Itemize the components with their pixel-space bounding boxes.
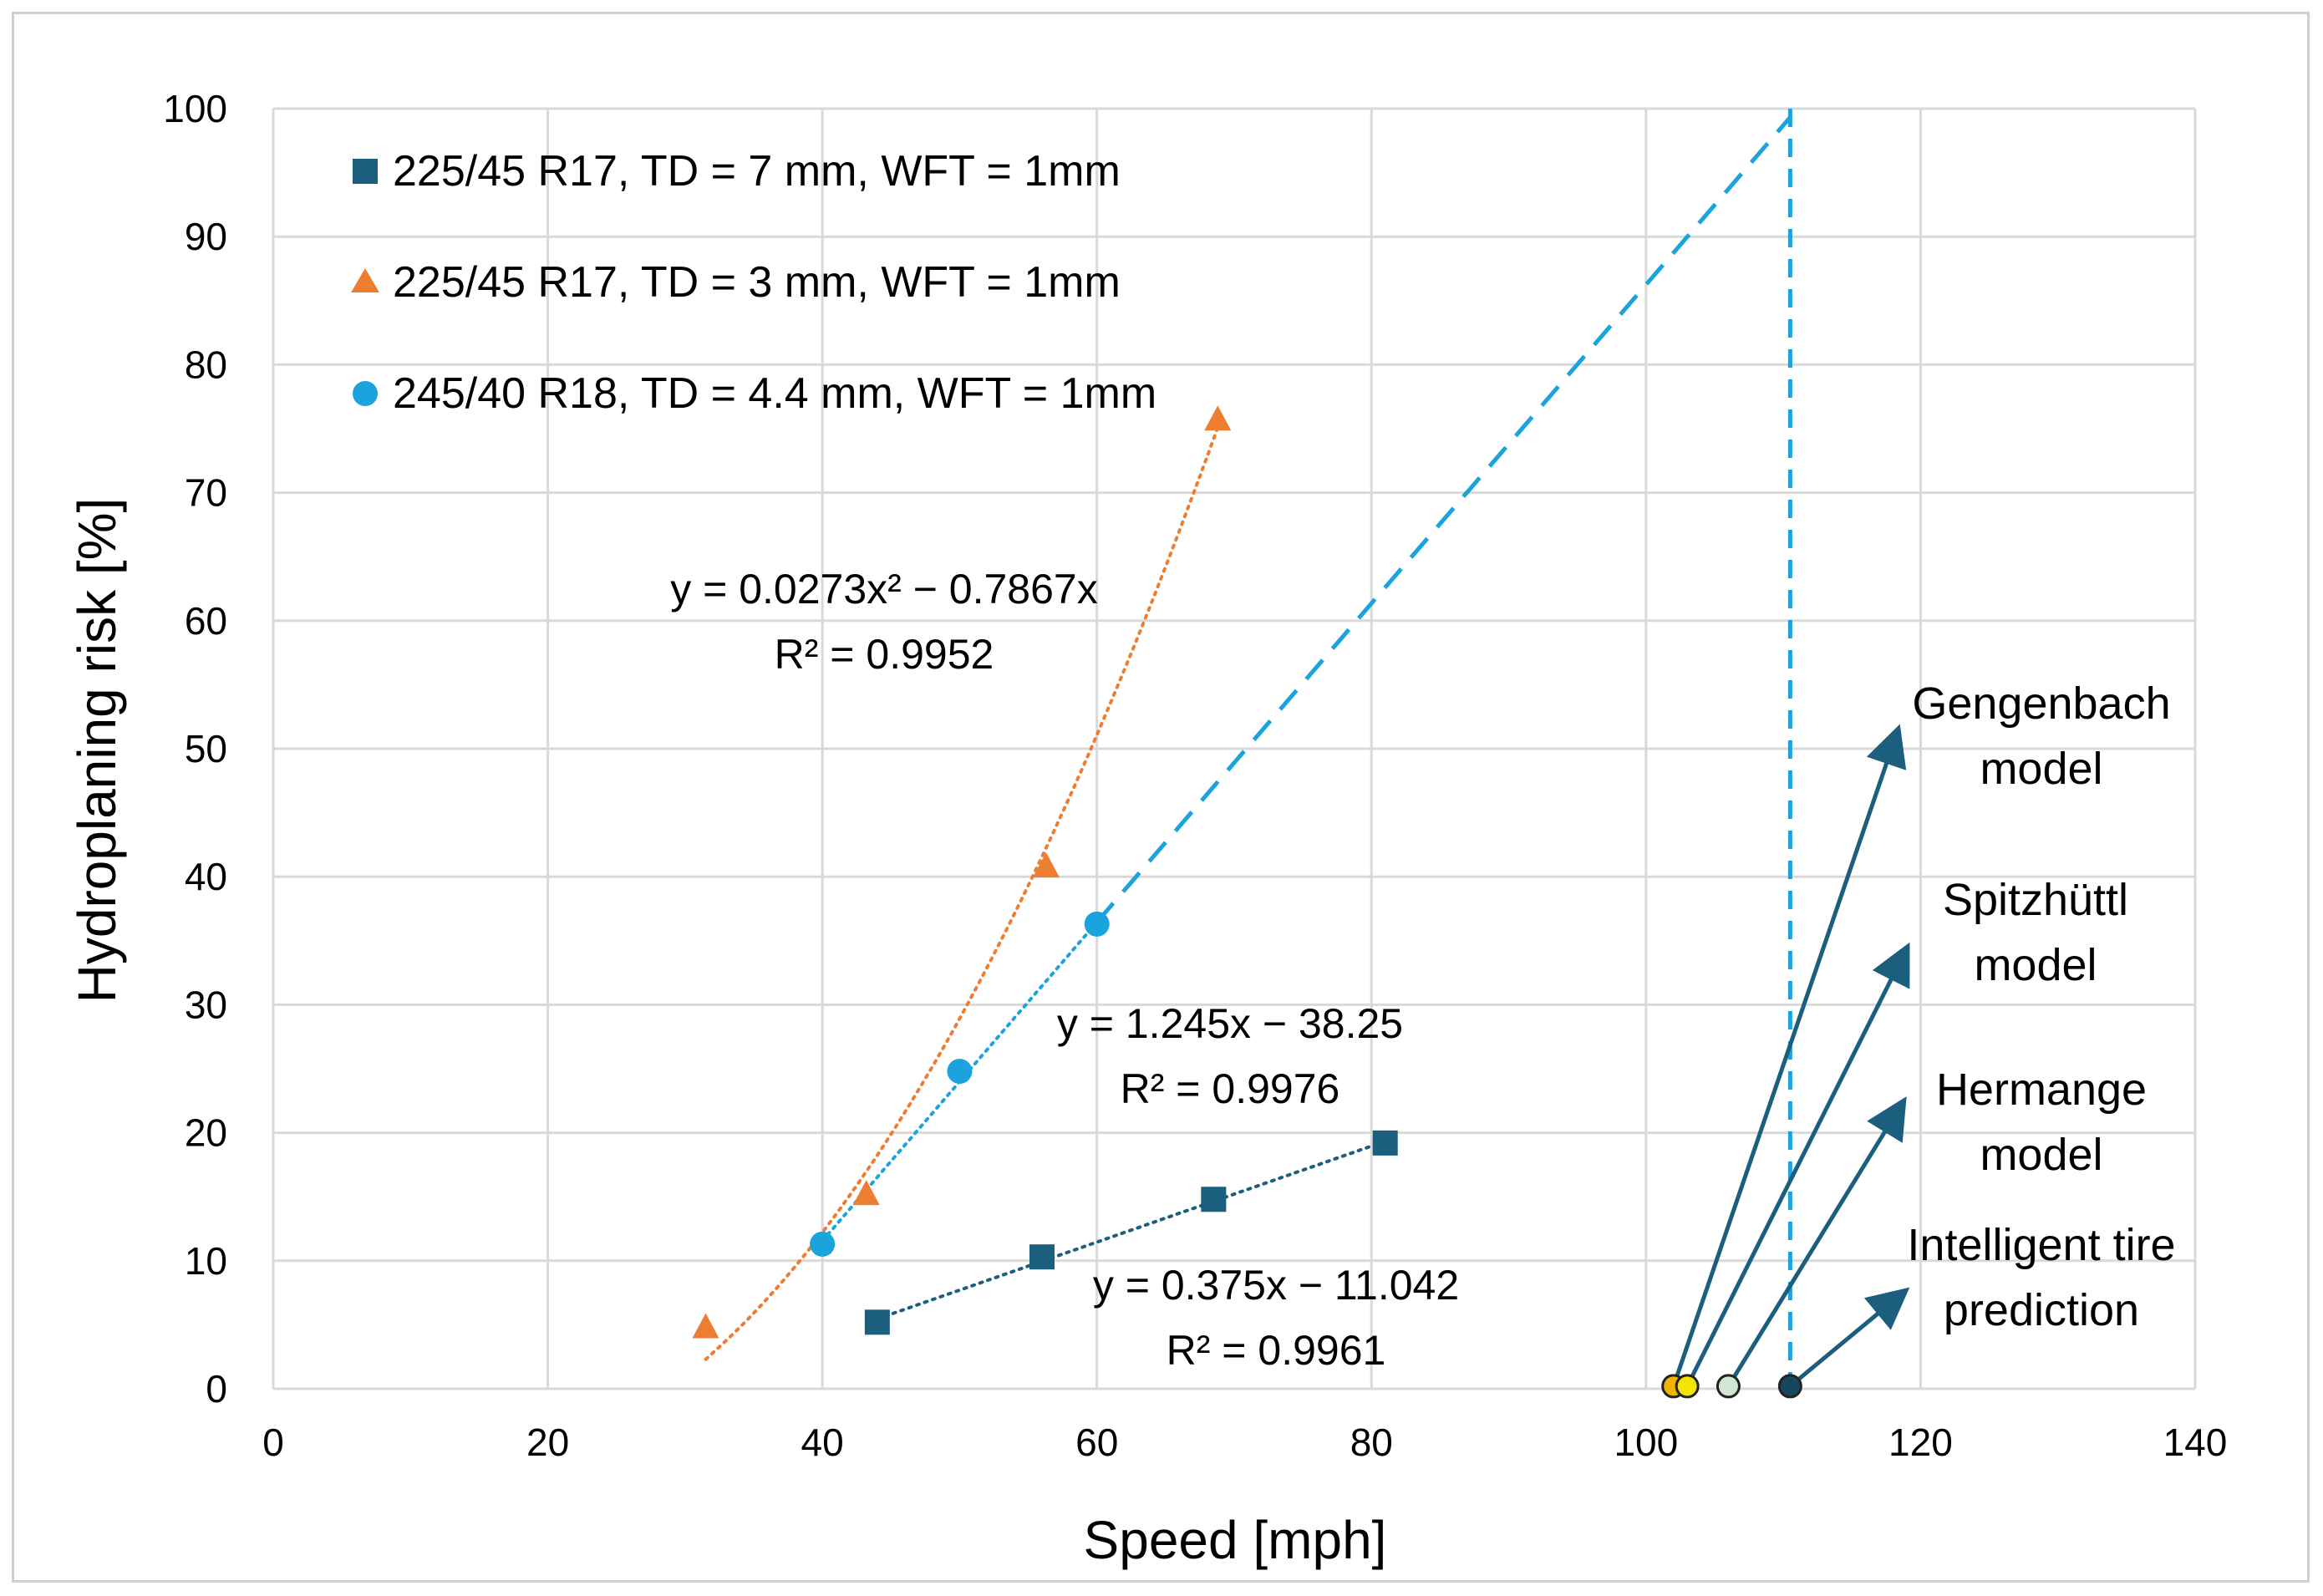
y-tick-label: 100 xyxy=(163,87,227,130)
data-points xyxy=(692,405,1802,1399)
arrow-gengenbach-model xyxy=(1671,724,1907,1387)
eq-navy-line2: R² = 0.9961 xyxy=(1167,1327,1386,1374)
model-arrows xyxy=(1671,724,1910,1388)
x-tick-label: 60 xyxy=(1075,1421,1118,1464)
point-circle xyxy=(810,1231,836,1257)
y-tick-label: 50 xyxy=(185,727,227,770)
x-tick-label: 0 xyxy=(262,1421,284,1464)
trendlines xyxy=(704,109,1792,1389)
point-square xyxy=(1372,1130,1398,1156)
point-square xyxy=(1029,1244,1055,1270)
x-tick-label: 120 xyxy=(1888,1421,1953,1464)
point-circle xyxy=(947,1059,973,1085)
eq-navy-line1: y = 0.375x − 11.042 xyxy=(1093,1262,1459,1309)
point-triangle xyxy=(692,1313,719,1339)
axis-ticks: 0 20 40 60 80 100 120 140 0 10 20 30 40 50 60 70 80 90 100 xyxy=(163,87,2227,1464)
trendline-series-1 xyxy=(704,425,1220,1361)
model-point-spitzh-ttl-model xyxy=(1675,1374,1700,1399)
label-spitzhuettl-1: Spitzhüttl xyxy=(1943,875,2128,925)
model-point-intelligent-tire-prediction xyxy=(1777,1374,1802,1399)
eq-orange-line2: R² = 0.9952 xyxy=(775,631,994,678)
legend-marker-circle xyxy=(353,381,378,406)
y-tick-label: 0 xyxy=(206,1367,227,1410)
label-hermange-2: model xyxy=(1980,1130,2102,1180)
arrow-spitzh-ttl-model xyxy=(1685,942,1910,1388)
legend-label-circle: 245/40 R18, TD = 4.4 mm, WFT = 1mm xyxy=(393,369,1156,418)
label-spitzhuettl-2: model xyxy=(1974,940,2097,990)
x-axis-title: Speed [mph] xyxy=(1084,1510,1387,1570)
y-tick-label: 20 xyxy=(185,1111,227,1155)
label-intelligent-1: Intelligent tire xyxy=(1907,1220,2175,1270)
arrow-hermange-model xyxy=(1726,1096,1907,1388)
point-triangle xyxy=(852,1180,880,1206)
point-triangle xyxy=(1032,851,1060,877)
legend-label-square: 225/45 R17, TD = 7 mm, WFT = 1mm xyxy=(393,147,1121,196)
y-tick-label: 70 xyxy=(185,471,227,515)
trendline-series-0 xyxy=(875,1139,1387,1321)
model-labels: Gengenbach model Spitzhüttl model Herman… xyxy=(1907,679,2175,1335)
model-point-hermange-model xyxy=(1716,1374,1741,1399)
label-intelligent-2: prediction xyxy=(1944,1285,2139,1335)
legend-label-triangle: 225/45 R17, TD = 3 mm, WFT = 1mm xyxy=(393,258,1121,307)
y-axis-title: Hydroplaning risk [%] xyxy=(67,498,127,1004)
grid-lines xyxy=(272,107,2197,1390)
eq-orange-line1: y = 0.0273x² − 0.7867x xyxy=(670,566,1097,612)
y-tick-label: 30 xyxy=(185,983,227,1026)
eq-blue-line1: y = 1.245x − 38.25 xyxy=(1057,1000,1403,1047)
arrow-intelligent-tire-prediction xyxy=(1788,1287,1910,1388)
x-tick-label: 80 xyxy=(1350,1421,1393,1464)
point-square xyxy=(1201,1187,1227,1212)
x-tick-label: 140 xyxy=(2163,1421,2228,1464)
y-tick-label: 90 xyxy=(185,215,227,258)
legend: 225/45 R17, TD = 7 mm, WFT = 1mm 225/45 … xyxy=(351,147,1156,418)
point-triangle xyxy=(1204,405,1232,431)
extrapolation-line xyxy=(1095,115,1792,924)
eq-blue-line2: R² = 0.9976 xyxy=(1121,1065,1340,1112)
chart-frame xyxy=(12,12,2310,1583)
point-square xyxy=(864,1309,890,1335)
label-gengenbach-1: Gengenbach xyxy=(1912,679,2170,729)
x-tick-label: 40 xyxy=(801,1421,844,1464)
point-circle xyxy=(1084,911,1110,937)
legend-marker-square xyxy=(353,159,378,184)
label-hermange-1: Hermange xyxy=(1936,1065,2147,1115)
y-tick-label: 80 xyxy=(185,343,227,386)
y-tick-label: 60 xyxy=(185,599,227,643)
legend-marker-triangle xyxy=(351,268,379,292)
x-tick-label: 100 xyxy=(1614,1421,1678,1464)
x-tick-label: 20 xyxy=(526,1421,569,1464)
y-tick-label: 40 xyxy=(185,855,227,898)
y-tick-label: 10 xyxy=(185,1239,227,1283)
label-gengenbach-2: model xyxy=(1980,744,2102,794)
equation-labels: y = 0.0273x² − 0.7867x R² = 0.9952 y = 1… xyxy=(670,566,1459,1374)
